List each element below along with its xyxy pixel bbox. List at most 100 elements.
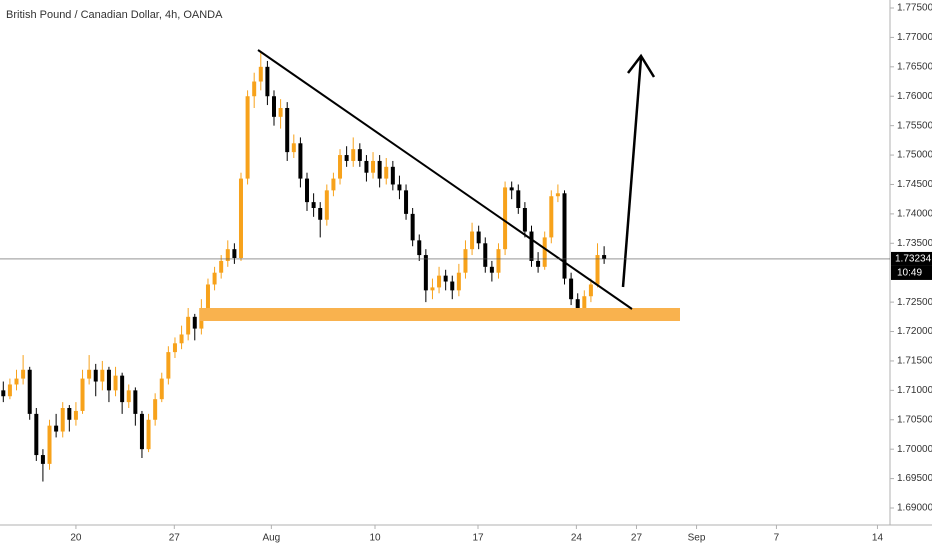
candle-body xyxy=(555,193,560,197)
candle-body xyxy=(172,343,177,353)
candle-body xyxy=(34,413,39,456)
x-tick-label: 10 xyxy=(369,533,381,544)
candle-body xyxy=(569,278,574,300)
countdown-box xyxy=(891,265,932,280)
x-tick-label: 27 xyxy=(169,533,181,544)
candle-body xyxy=(27,369,32,414)
y-tick-label: 1.73500 xyxy=(897,238,932,249)
arrow-shaft xyxy=(621,57,643,288)
candle-body xyxy=(238,178,243,258)
candle-body xyxy=(377,160,382,179)
y-tick-label: 1.74000 xyxy=(897,209,932,220)
y-tick-label: 1.77000 xyxy=(897,32,932,43)
candle-body xyxy=(285,108,290,153)
candle-body xyxy=(351,149,356,161)
candle-body xyxy=(14,378,19,385)
y-tick-label: 1.69500 xyxy=(897,473,932,484)
y-tick-label: 1.71000 xyxy=(897,385,932,396)
candle-body xyxy=(278,108,283,117)
candle-body xyxy=(456,272,461,291)
countdown-label: 10:49 xyxy=(897,268,922,279)
candle-body xyxy=(417,240,422,256)
candle-body xyxy=(509,187,514,191)
candle-body xyxy=(291,143,296,153)
y-tick-label: 1.77500 xyxy=(897,3,932,14)
candle-body xyxy=(205,284,210,308)
y-tick-label: 1.70000 xyxy=(897,444,932,455)
candle-body xyxy=(338,155,343,179)
candle-body xyxy=(371,160,376,173)
candle-body xyxy=(443,275,448,282)
candle-body xyxy=(146,419,151,450)
candle-body xyxy=(133,390,138,414)
candle-body xyxy=(54,425,59,432)
candle-body xyxy=(113,375,118,391)
candle-body xyxy=(252,81,257,97)
candle-body xyxy=(166,352,171,379)
candle-body xyxy=(437,275,442,288)
candle-body xyxy=(331,178,336,191)
candle-body xyxy=(311,202,316,208)
y-tick-label: 1.75000 xyxy=(897,150,932,161)
x-tick-label: 24 xyxy=(571,533,583,544)
support-zone xyxy=(200,308,680,321)
candle-body xyxy=(450,281,455,291)
candle-body xyxy=(21,369,26,379)
x-tick-label: 20 xyxy=(70,533,82,544)
candle-body xyxy=(562,193,567,279)
candle-body xyxy=(179,334,184,344)
candle-body xyxy=(364,160,369,173)
candle-body xyxy=(503,187,508,250)
x-tick-label: Sep xyxy=(688,533,706,544)
candle-body xyxy=(344,155,349,161)
y-tick-label: 1.75500 xyxy=(897,120,932,131)
candle-body xyxy=(305,178,310,203)
candle-body xyxy=(390,166,395,185)
candle-body xyxy=(549,196,554,238)
last-price-box xyxy=(891,251,932,266)
x-tick-label: 27 xyxy=(631,533,643,544)
candle-body xyxy=(192,316,197,329)
y-tick-label: 1.69000 xyxy=(897,503,932,514)
candle-body xyxy=(100,369,105,382)
arrow-head xyxy=(627,53,656,78)
candle-body xyxy=(47,425,52,464)
candle-body xyxy=(582,296,587,308)
candle-body xyxy=(430,287,435,291)
candle-body xyxy=(410,213,415,241)
candle-body xyxy=(186,316,191,335)
y-tick-label: 1.72500 xyxy=(897,297,932,308)
candle-body xyxy=(153,399,158,420)
candle-body xyxy=(463,249,468,273)
candle-body xyxy=(404,190,409,214)
y-tick-label: 1.74500 xyxy=(897,179,932,190)
candle-body xyxy=(483,243,488,267)
y-tick-label: 1.76500 xyxy=(897,61,932,72)
candle-body xyxy=(602,255,607,259)
candle-body xyxy=(73,410,78,420)
candle-body xyxy=(476,231,481,244)
x-tick-label: 17 xyxy=(472,533,484,544)
x-tick-label: 7 xyxy=(774,533,780,544)
candle-body xyxy=(212,272,217,285)
candle-body xyxy=(93,369,98,382)
y-tick-label: 1.72000 xyxy=(897,326,932,337)
x-tick-label: Aug xyxy=(262,533,280,544)
y-tick-label: 1.71500 xyxy=(897,356,932,367)
candle-body xyxy=(516,190,521,208)
candle-body xyxy=(595,255,600,285)
candle-body xyxy=(529,231,534,261)
candles xyxy=(1,52,607,482)
candle-body xyxy=(1,390,6,397)
candle-body xyxy=(60,408,65,432)
candle-body xyxy=(40,455,45,464)
candle-body xyxy=(522,208,527,232)
y-tick-label: 1.70500 xyxy=(897,414,932,425)
candle-body xyxy=(271,96,276,117)
y-tick-label: 1.76000 xyxy=(897,91,932,102)
candle-body xyxy=(542,237,547,267)
candle-body xyxy=(126,390,131,403)
candle-body xyxy=(357,149,362,161)
